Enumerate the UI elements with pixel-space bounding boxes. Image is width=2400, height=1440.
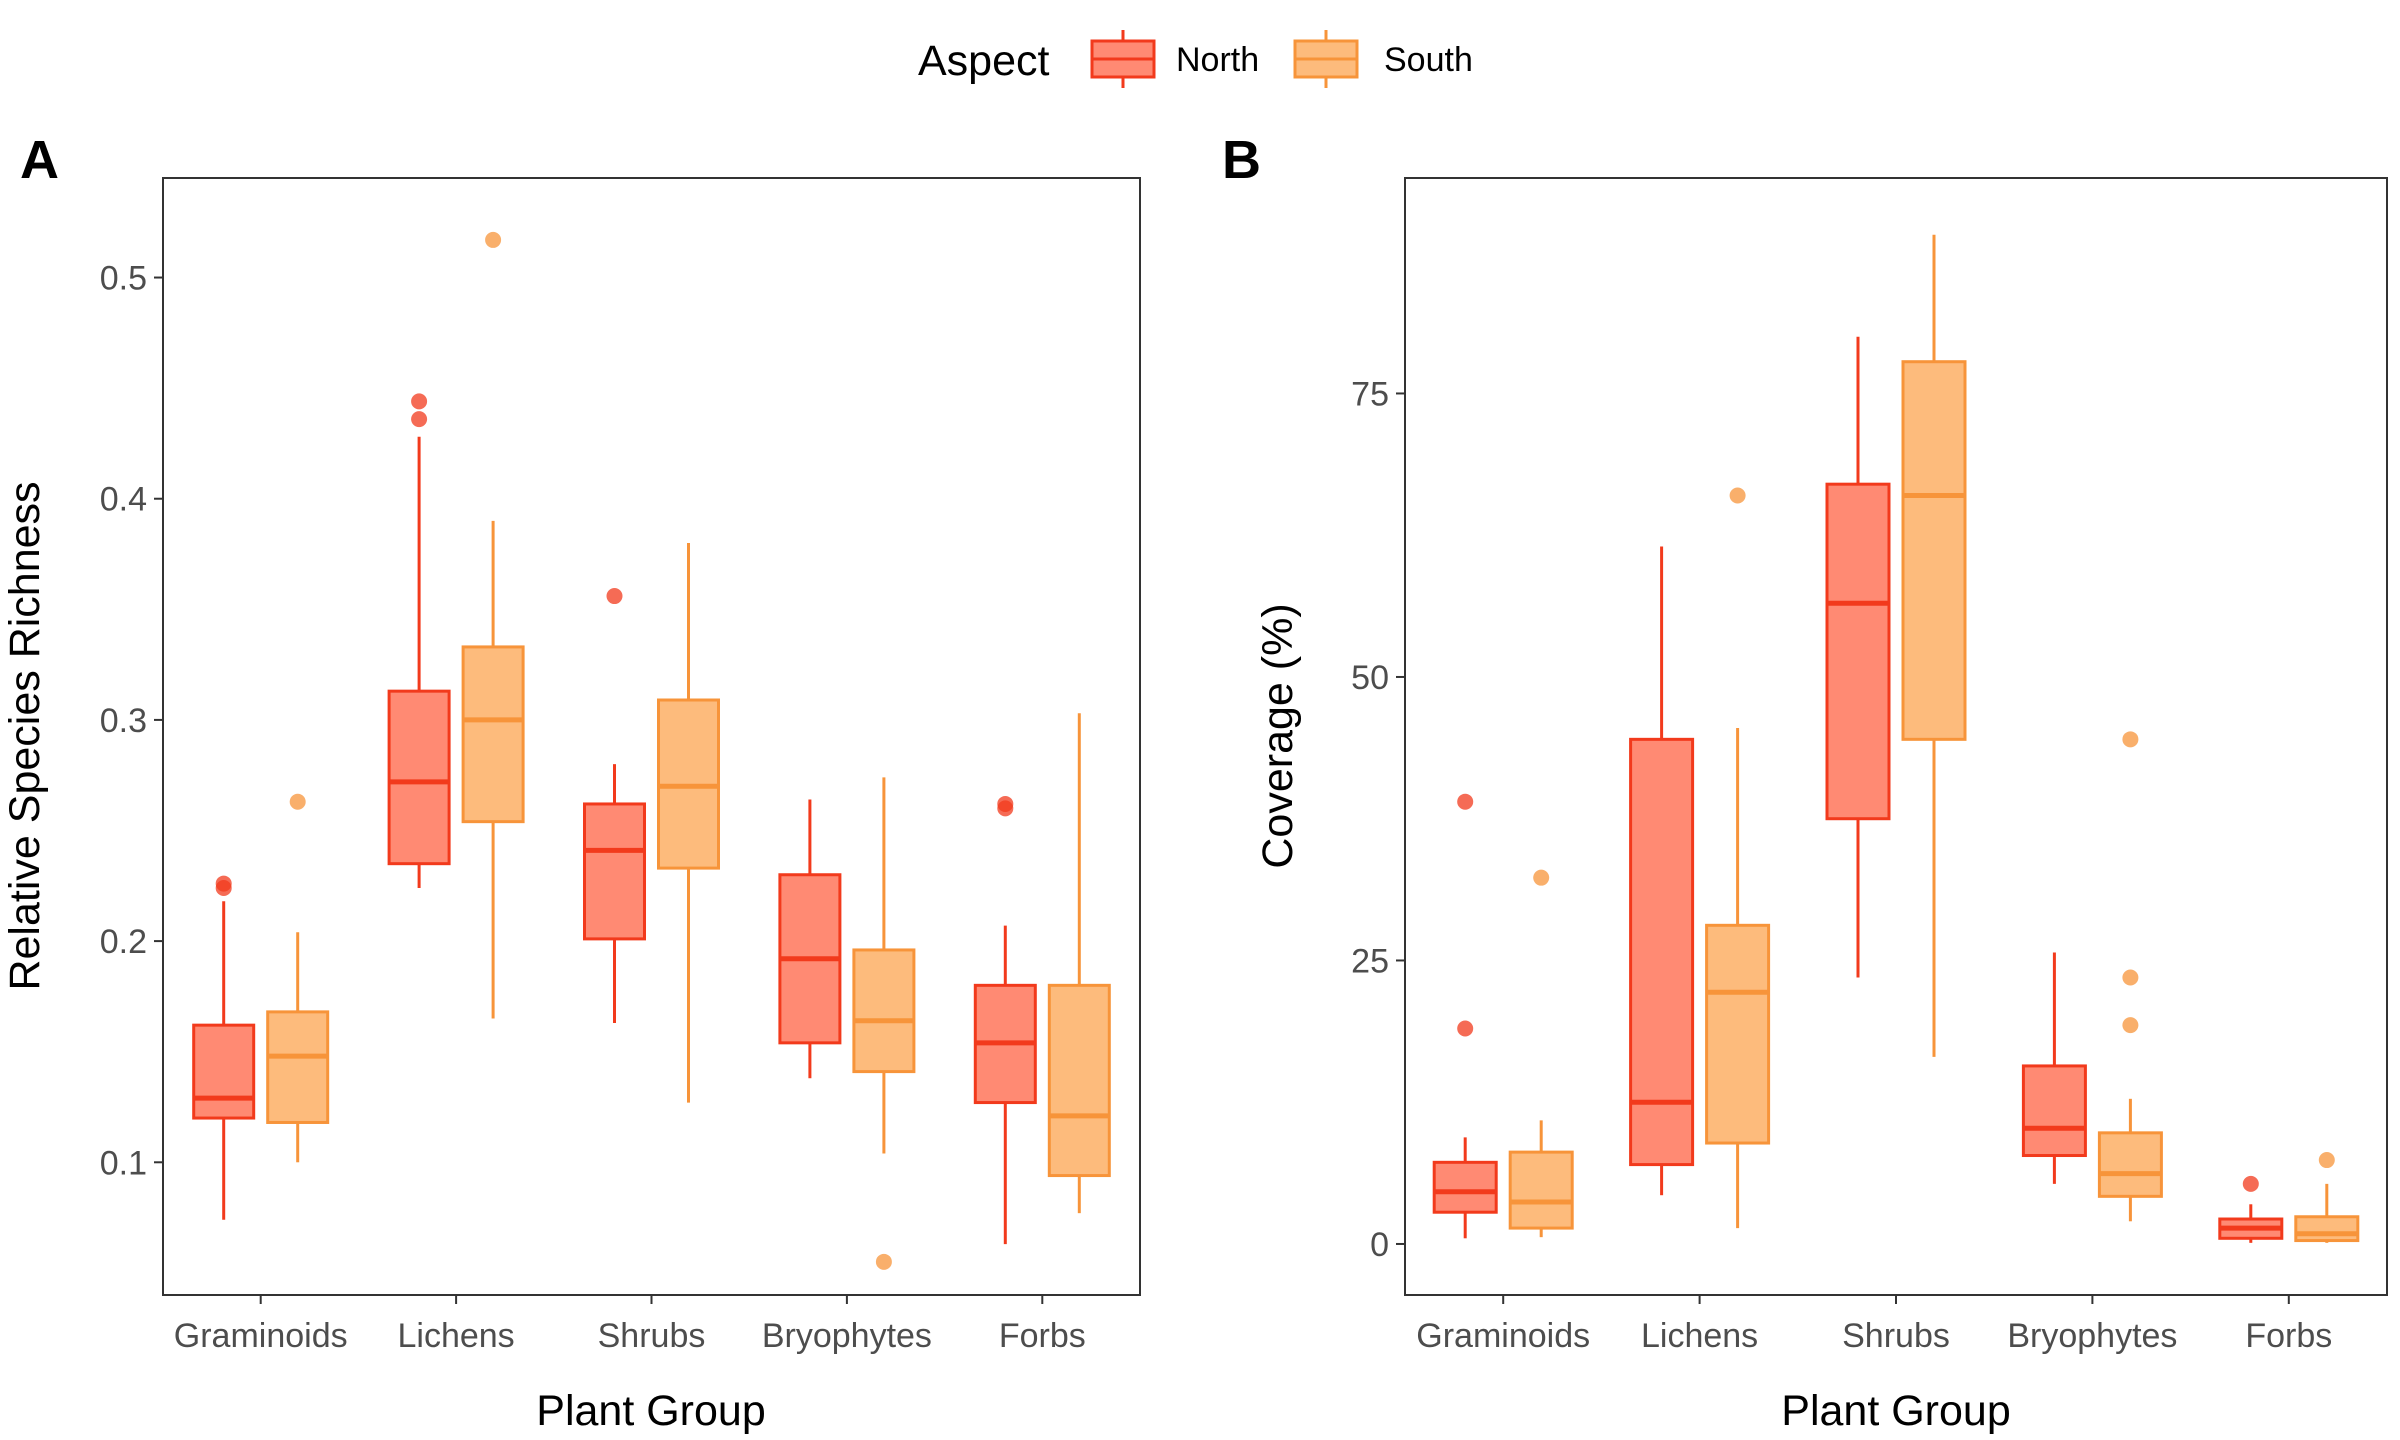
panel-b-box-south-lichens bbox=[1705, 487, 1771, 1229]
box-iqr bbox=[1825, 482, 1891, 821]
panel-b-tag: B bbox=[1222, 130, 1261, 190]
panel-b-box-south-shrubs bbox=[1901, 234, 1967, 1057]
outlier-point bbox=[1457, 1020, 1474, 1037]
box-iqr bbox=[583, 802, 646, 941]
panel-b-y-tick-label: 25 bbox=[1351, 942, 1389, 980]
panel-b-y-axis-title: Coverage (%) bbox=[1254, 603, 1302, 868]
panel-b-box-north-lichens bbox=[1629, 546, 1695, 1196]
box-iqr bbox=[1432, 1160, 1498, 1214]
panel-a-x-axis: Graminoids Lichens Shrubs Bryophytes Forbs bbox=[174, 1295, 1086, 1355]
panel-a-box-south-graminoids bbox=[266, 793, 330, 1163]
panel-b-plot-frame bbox=[1404, 177, 2388, 1296]
panel-b-y-tick-label: 50 bbox=[1351, 659, 1389, 697]
outlier-point bbox=[1457, 793, 1474, 810]
panel-a-y-tick-label: 0.1 bbox=[100, 1144, 147, 1182]
outlier-point bbox=[2122, 969, 2139, 986]
box-iqr bbox=[266, 1010, 330, 1124]
panel-a-x-tick-label: Bryophytes bbox=[762, 1317, 932, 1355]
box-iqr bbox=[192, 1023, 256, 1120]
box-iqr bbox=[1629, 737, 1695, 1167]
panel-a-y-axis: 0.1 0.2 0.3 0.4 0.5 bbox=[100, 260, 163, 1182]
panel-b-y-tick-label: 0 bbox=[1370, 1226, 1389, 1264]
box-iqr bbox=[1047, 983, 1111, 1178]
outlier-point bbox=[215, 875, 232, 892]
panel-b-x-axis: Graminoids Lichens Shrubs Bryophytes Forbs bbox=[1416, 1295, 2332, 1355]
outlier-point bbox=[997, 795, 1014, 812]
box-iqr bbox=[387, 689, 451, 866]
panel-a-tag: A bbox=[20, 130, 59, 190]
box-iqr bbox=[2021, 1064, 2087, 1158]
box-iqr bbox=[2097, 1131, 2163, 1198]
panel-a-x-tick-label: Shrubs bbox=[598, 1317, 706, 1355]
panel-b-box-south-bryophytes bbox=[2097, 731, 2163, 1222]
panel-b-x-axis-title: Plant Group bbox=[1781, 1387, 2010, 1435]
panel-a-y-tick-label: 0.4 bbox=[100, 481, 147, 519]
outlier-point bbox=[411, 393, 428, 410]
panel-a-x-tick-label: Graminoids bbox=[174, 1317, 348, 1355]
panel-b-box-south-forbs bbox=[2294, 1152, 2360, 1243]
panel-a-box-south-forbs bbox=[1047, 713, 1111, 1214]
panel-b-x-tick-label: Bryophytes bbox=[2007, 1317, 2177, 1355]
panel-b-box-north-forbs bbox=[2218, 1175, 2284, 1243]
outlier-point bbox=[2318, 1152, 2335, 1169]
panel-b-x-tick-label: Forbs bbox=[2245, 1317, 2332, 1355]
box-iqr bbox=[1508, 1150, 1574, 1230]
panel-b-x-tick-label: Lichens bbox=[1641, 1317, 1758, 1355]
panel-a-y-tick-label: 0.3 bbox=[100, 702, 147, 740]
panel-a-plot-frame bbox=[162, 177, 1141, 1296]
panel-b-boxes bbox=[1432, 234, 2360, 1243]
legend-label-south: South bbox=[1384, 41, 1473, 79]
panel-a-x-tick-label: Lichens bbox=[397, 1317, 514, 1355]
panel-a-x-axis-title: Plant Group bbox=[536, 1387, 765, 1435]
panel-b-x-tick-label: Shrubs bbox=[1842, 1317, 1950, 1355]
panel-a-y-tick-label: 0.2 bbox=[100, 923, 147, 961]
panel-a-y-tick-label: 0.5 bbox=[100, 260, 147, 298]
panel-a-box-north-lichens bbox=[387, 393, 451, 889]
panel-a-x-tick-label: Forbs bbox=[999, 1317, 1086, 1355]
box-iqr bbox=[2294, 1215, 2360, 1243]
legend-key-north bbox=[1090, 30, 1156, 88]
panel-a-boxes bbox=[192, 231, 1111, 1270]
panel-a-box-north-shrubs bbox=[583, 588, 646, 1023]
outlier-point bbox=[606, 588, 623, 605]
outlier-point bbox=[2122, 731, 2139, 748]
panel-b-box-north-graminoids bbox=[1432, 793, 1498, 1239]
box-iqr bbox=[461, 645, 525, 824]
outlier-point bbox=[289, 793, 306, 810]
panel-b: B 0 25 50 75 Graminoids Lichens Shrubs Bryophy… bbox=[1222, 130, 2388, 1435]
legend-key-south bbox=[1293, 30, 1359, 88]
panel-b-x-tick-label: Graminoids bbox=[1416, 1317, 1590, 1355]
panel-b-y-tick-label: 75 bbox=[1351, 375, 1389, 413]
panel-b-box-north-bryophytes bbox=[2021, 952, 2087, 1184]
panel-a: A 0.1 0.2 0.3 0.4 0.5 Graminoids Lichens Shrub… bbox=[1, 130, 1141, 1435]
panel-a-box-south-shrubs bbox=[657, 542, 720, 1103]
outlier-point bbox=[411, 411, 428, 428]
panel-b-y-axis: 0 25 50 75 bbox=[1351, 375, 1405, 1264]
legend-title: Aspect bbox=[918, 37, 1050, 85]
outlier-point bbox=[2242, 1175, 2259, 1192]
panel-a-box-south-lichens bbox=[461, 231, 525, 1019]
outlier-point bbox=[485, 231, 502, 248]
panel-b-box-south-graminoids bbox=[1508, 869, 1574, 1238]
outlier-point bbox=[1533, 869, 1550, 886]
panel-b-box-north-shrubs bbox=[1825, 336, 1891, 978]
box-iqr bbox=[1901, 360, 1967, 741]
outlier-point bbox=[1729, 487, 1746, 504]
box-iqr bbox=[1705, 923, 1771, 1145]
box-iqr bbox=[852, 948, 916, 1074]
legend: Aspect North South bbox=[918, 30, 1473, 88]
panel-a-box-north-bryophytes bbox=[778, 799, 842, 1079]
outlier-point bbox=[2122, 1017, 2139, 1034]
panel-a-box-north-forbs bbox=[973, 795, 1037, 1245]
panel-a-box-south-bryophytes bbox=[852, 777, 916, 1270]
legend-label-north: North bbox=[1176, 41, 1259, 79]
panel-a-box-north-graminoids bbox=[192, 875, 256, 1220]
outlier-point bbox=[875, 1253, 892, 1270]
panel-a-y-axis-title: Relative Species Richness bbox=[1, 481, 49, 990]
